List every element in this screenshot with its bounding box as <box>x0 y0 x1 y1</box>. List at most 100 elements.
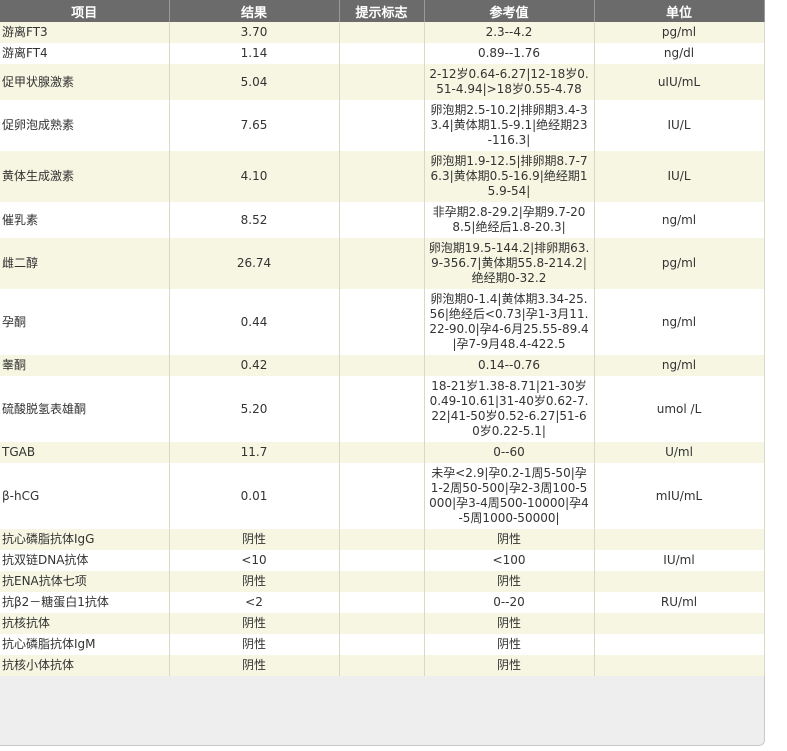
panel: 项目 结果 提示标志 参考值 单位 游离FT3 3.70 2.3--4.2 pg/ml 游离FT… <box>0 0 765 746</box>
table-cell: 阴性 <box>424 613 595 634</box>
table-cell: 抗心磷脂抗体IgM <box>0 634 170 655</box>
table-cell: 阴性 <box>169 571 340 592</box>
table-cell: 卵泡期19.5-144.2|排卵期63.9-356.7|黄体期55.8-214.… <box>424 238 595 289</box>
table-row: 抗心磷脂抗体IgM 阴性 阴性 <box>0 634 765 655</box>
table-cell: pg/ml <box>594 238 765 289</box>
table-row: 抗核小体抗体 阴性 阴性 <box>0 655 765 676</box>
column-header: 结果 <box>169 0 340 22</box>
table-cell <box>339 22 425 43</box>
table-cell <box>339 463 425 529</box>
table-row: 促甲状腺激素 5.04 2-12岁0.64-6.27|12-18岁0.51-4.94… <box>0 64 765 100</box>
table-cell: 促甲状腺激素 <box>0 64 170 100</box>
table-cell: ng/ml <box>594 355 765 376</box>
table-cell <box>594 613 765 634</box>
table-cell: 抗β2－糖蛋白1抗体 <box>0 592 170 613</box>
table-cell: 0--20 <box>424 592 595 613</box>
table-cell: IU/ml <box>594 550 765 571</box>
table-cell: pg/ml <box>594 22 765 43</box>
column-header: 项目 <box>0 0 170 22</box>
table-cell <box>339 355 425 376</box>
table-cell <box>339 442 425 463</box>
table-cell: 18-21岁1.38-8.71|21-30岁0.49-10.61|31-40岁0… <box>424 376 595 442</box>
table-cell: 非孕期2.8-29.2|孕期9.7-208.5|绝经后1.8-20.3| <box>424 202 595 238</box>
table-cell: uIU/mL <box>594 64 765 100</box>
table-cell <box>339 529 425 550</box>
table-row: 黄体生成激素 4.10 卵泡期1.9-12.5|排卵期8.7-76.3|黄体期0.5… <box>0 151 765 202</box>
table-cell <box>339 202 425 238</box>
table-cell: 阴性 <box>424 571 595 592</box>
table-cell: ng/ml <box>594 289 765 355</box>
table-cell: U/ml <box>594 442 765 463</box>
table-cell: 抗ENA抗体七项 <box>0 571 170 592</box>
table-cell: mIU/mL <box>594 463 765 529</box>
table-cell: 0.42 <box>169 355 340 376</box>
table-cell: 11.7 <box>169 442 340 463</box>
table-cell: 卵泡期2.5-10.2|排卵期3.4-33.4|黄体期1.5-9.1|绝经期23… <box>424 100 595 151</box>
header-row: 项目 结果 提示标志 参考值 单位 <box>0 0 765 22</box>
table-cell <box>594 529 765 550</box>
table-cell: 抗核小体抗体 <box>0 655 170 676</box>
table-cell <box>339 64 425 100</box>
table-cell <box>339 550 425 571</box>
table-cell <box>594 634 765 655</box>
table-cell <box>339 655 425 676</box>
table-cell <box>339 289 425 355</box>
result-table: 项目 结果 提示标志 参考值 单位 游离FT3 3.70 2.3--4.2 pg/ml 游离FT… <box>0 0 765 676</box>
table-cell: IU/L <box>594 100 765 151</box>
table-cell <box>594 571 765 592</box>
table-cell: IU/L <box>594 151 765 202</box>
table-row: β-hCG 0.01 未孕<2.9|孕0.2-1周5-50|孕1-2周50-500|… <box>0 463 765 529</box>
table-cell: RU/ml <box>594 592 765 613</box>
table-cell: 阴性 <box>169 655 340 676</box>
table-cell: 8.52 <box>169 202 340 238</box>
table-cell: 黄体生成激素 <box>0 151 170 202</box>
table-row: 抗β2－糖蛋白1抗体 <2 0--20 RU/ml <box>0 592 765 613</box>
table-cell: 催乳素 <box>0 202 170 238</box>
table-cell <box>339 151 425 202</box>
table-cell: ng/dl <box>594 43 765 64</box>
table-cell: 0--60 <box>424 442 595 463</box>
table-row: 游离FT4 1.14 0.89--1.76 ng/dl <box>0 43 765 64</box>
table-row: 促卵泡成熟素 7.65 卵泡期2.5-10.2|排卵期3.4-33.4|黄体期1.5… <box>0 100 765 151</box>
table-cell: β-hCG <box>0 463 170 529</box>
table-cell: 卵泡期0-1.4|黄体期3.34-25.56|绝经后<0.73|孕1-3月11.… <box>424 289 595 355</box>
scrollbar-area <box>766 0 787 751</box>
table-cell: <10 <box>169 550 340 571</box>
table-row: 雌二醇 26.74 卵泡期19.5-144.2|排卵期63.9-356.7|黄体期5… <box>0 238 765 289</box>
table-cell: 0.89--1.76 <box>424 43 595 64</box>
table-cell: 26.74 <box>169 238 340 289</box>
table-cell: 0.44 <box>169 289 340 355</box>
table-cell: 0.01 <box>169 463 340 529</box>
table-cell <box>339 376 425 442</box>
table-cell: 0.14--0.76 <box>424 355 595 376</box>
table-cell: 阴性 <box>169 613 340 634</box>
table-cell: TGAB <box>0 442 170 463</box>
table-row: 硫酸脱氢表雄酮 5.20 18-21岁1.38-8.71|21-30岁0.49-10… <box>0 376 765 442</box>
table-row: 游离FT3 3.70 2.3--4.2 pg/ml <box>0 22 765 43</box>
table-cell: 2.3--4.2 <box>424 22 595 43</box>
table-cell: 3.70 <box>169 22 340 43</box>
table-cell <box>339 100 425 151</box>
table-cell: 阴性 <box>169 634 340 655</box>
table-cell: 5.04 <box>169 64 340 100</box>
table-cell: 阴性 <box>424 634 595 655</box>
table-cell: 促卵泡成熟素 <box>0 100 170 151</box>
table-cell: 雌二醇 <box>0 238 170 289</box>
table-cell: 游离FT4 <box>0 43 170 64</box>
table-cell: 2-12岁0.64-6.27|12-18岁0.51-4.94|>18岁0.55-… <box>424 64 595 100</box>
table-cell: 抗心磷脂抗体IgG <box>0 529 170 550</box>
table-cell: 未孕<2.9|孕0.2-1周5-50|孕1-2周50-500|孕2-3周100-… <box>424 463 595 529</box>
table-row: TGAB 11.7 0--60 U/ml <box>0 442 765 463</box>
table-row: 抗核抗体 阴性 阴性 <box>0 613 765 634</box>
table-row: 催乳素 8.52 非孕期2.8-29.2|孕期9.7-208.5|绝经后1.8-20… <box>0 202 765 238</box>
table-cell: 孕酮 <box>0 289 170 355</box>
table-cell: 5.20 <box>169 376 340 442</box>
table-cell <box>339 613 425 634</box>
column-header: 参考值 <box>424 0 595 22</box>
table-cell: 卵泡期1.9-12.5|排卵期8.7-76.3|黄体期0.5-16.9|绝经期1… <box>424 151 595 202</box>
column-header: 提示标志 <box>339 0 425 22</box>
table-row: 抗双链DNA抗体 <10 <100 IU/ml <box>0 550 765 571</box>
table-cell: 阴性 <box>169 529 340 550</box>
table-row: 睾酮 0.42 0.14--0.76 ng/ml <box>0 355 765 376</box>
